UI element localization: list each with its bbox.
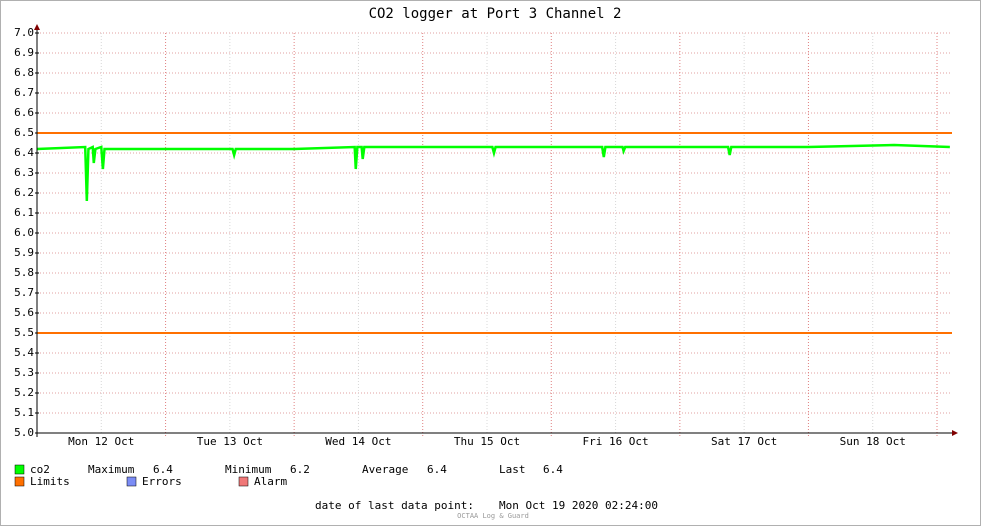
y-tick-label: 6.4 bbox=[14, 146, 34, 159]
y-tick-label: 6.0 bbox=[14, 226, 34, 239]
footer-value: Mon Oct 19 2020 02:24:00 bbox=[499, 499, 658, 512]
y-tick-label: 5.9 bbox=[14, 246, 34, 259]
y-tick-label: 6.2 bbox=[14, 186, 34, 199]
x-tick-label: Mon 12 Oct bbox=[68, 435, 134, 448]
stat-label: Last bbox=[499, 463, 526, 476]
y-tick-label: 6.3 bbox=[14, 166, 34, 179]
stat-label: Maximum bbox=[88, 463, 135, 476]
legend-label: Errors bbox=[142, 475, 182, 488]
y-tick-label: 5.6 bbox=[14, 306, 34, 319]
x-tick-label: Wed 14 Oct bbox=[325, 435, 391, 448]
x-arrow bbox=[952, 430, 958, 436]
marks bbox=[36, 132, 952, 334]
legend-label: Limits bbox=[30, 475, 70, 488]
legend-swatch bbox=[14, 464, 25, 475]
stat-value: 6.4 bbox=[427, 463, 447, 476]
legend-swatch bbox=[238, 476, 249, 487]
y-arrow bbox=[34, 24, 40, 30]
y-tick-label: 5.2 bbox=[14, 386, 34, 399]
x-tick-label: Sun 18 Oct bbox=[840, 435, 906, 448]
legend-label: Alarm bbox=[254, 475, 287, 488]
y-tick-label: 5.0 bbox=[14, 426, 34, 439]
legend-swatch bbox=[126, 476, 137, 487]
x-tick-label: Thu 15 Oct bbox=[454, 435, 520, 448]
legend-label: co2 bbox=[30, 463, 50, 476]
y-tick-label: 5.4 bbox=[14, 346, 34, 359]
y-tick-label: 6.1 bbox=[14, 206, 34, 219]
y-tick-label: 5.3 bbox=[14, 366, 34, 379]
y-tick-label: 5.8 bbox=[14, 266, 34, 279]
y-tick-label: 5.1 bbox=[14, 406, 34, 419]
y-tick-label: 6.5 bbox=[14, 126, 34, 139]
stat-value: 6.4 bbox=[153, 463, 173, 476]
watermark: OCTAA Log & Guard bbox=[457, 512, 529, 520]
y-tick-label: 6.8 bbox=[14, 66, 34, 79]
y-tick-label: 6.9 bbox=[14, 46, 34, 59]
chart-title: CO2 logger at Port 3 Channel 2 bbox=[369, 6, 622, 22]
y-tick-label: 6.7 bbox=[14, 86, 34, 99]
y-tick-label: 7.0 bbox=[14, 26, 34, 39]
footer-label: date of last data point: bbox=[315, 499, 474, 512]
y-tick-label: 5.5 bbox=[14, 326, 34, 339]
y-tick-label: 6.6 bbox=[14, 106, 34, 119]
stat-value: 6.2 bbox=[290, 463, 310, 476]
stat-value: 6.4 bbox=[543, 463, 563, 476]
x-tick-label: Fri 16 Oct bbox=[582, 435, 648, 448]
stat-label: Minimum bbox=[225, 463, 272, 476]
x-tick-label: Tue 13 Oct bbox=[197, 435, 263, 448]
legend-swatch bbox=[14, 476, 25, 487]
x-tick-label: Sat 17 Oct bbox=[711, 435, 777, 448]
y-tick-label: 5.7 bbox=[14, 286, 34, 299]
stat-label: Average bbox=[362, 463, 408, 476]
series-line bbox=[36, 143, 950, 202]
